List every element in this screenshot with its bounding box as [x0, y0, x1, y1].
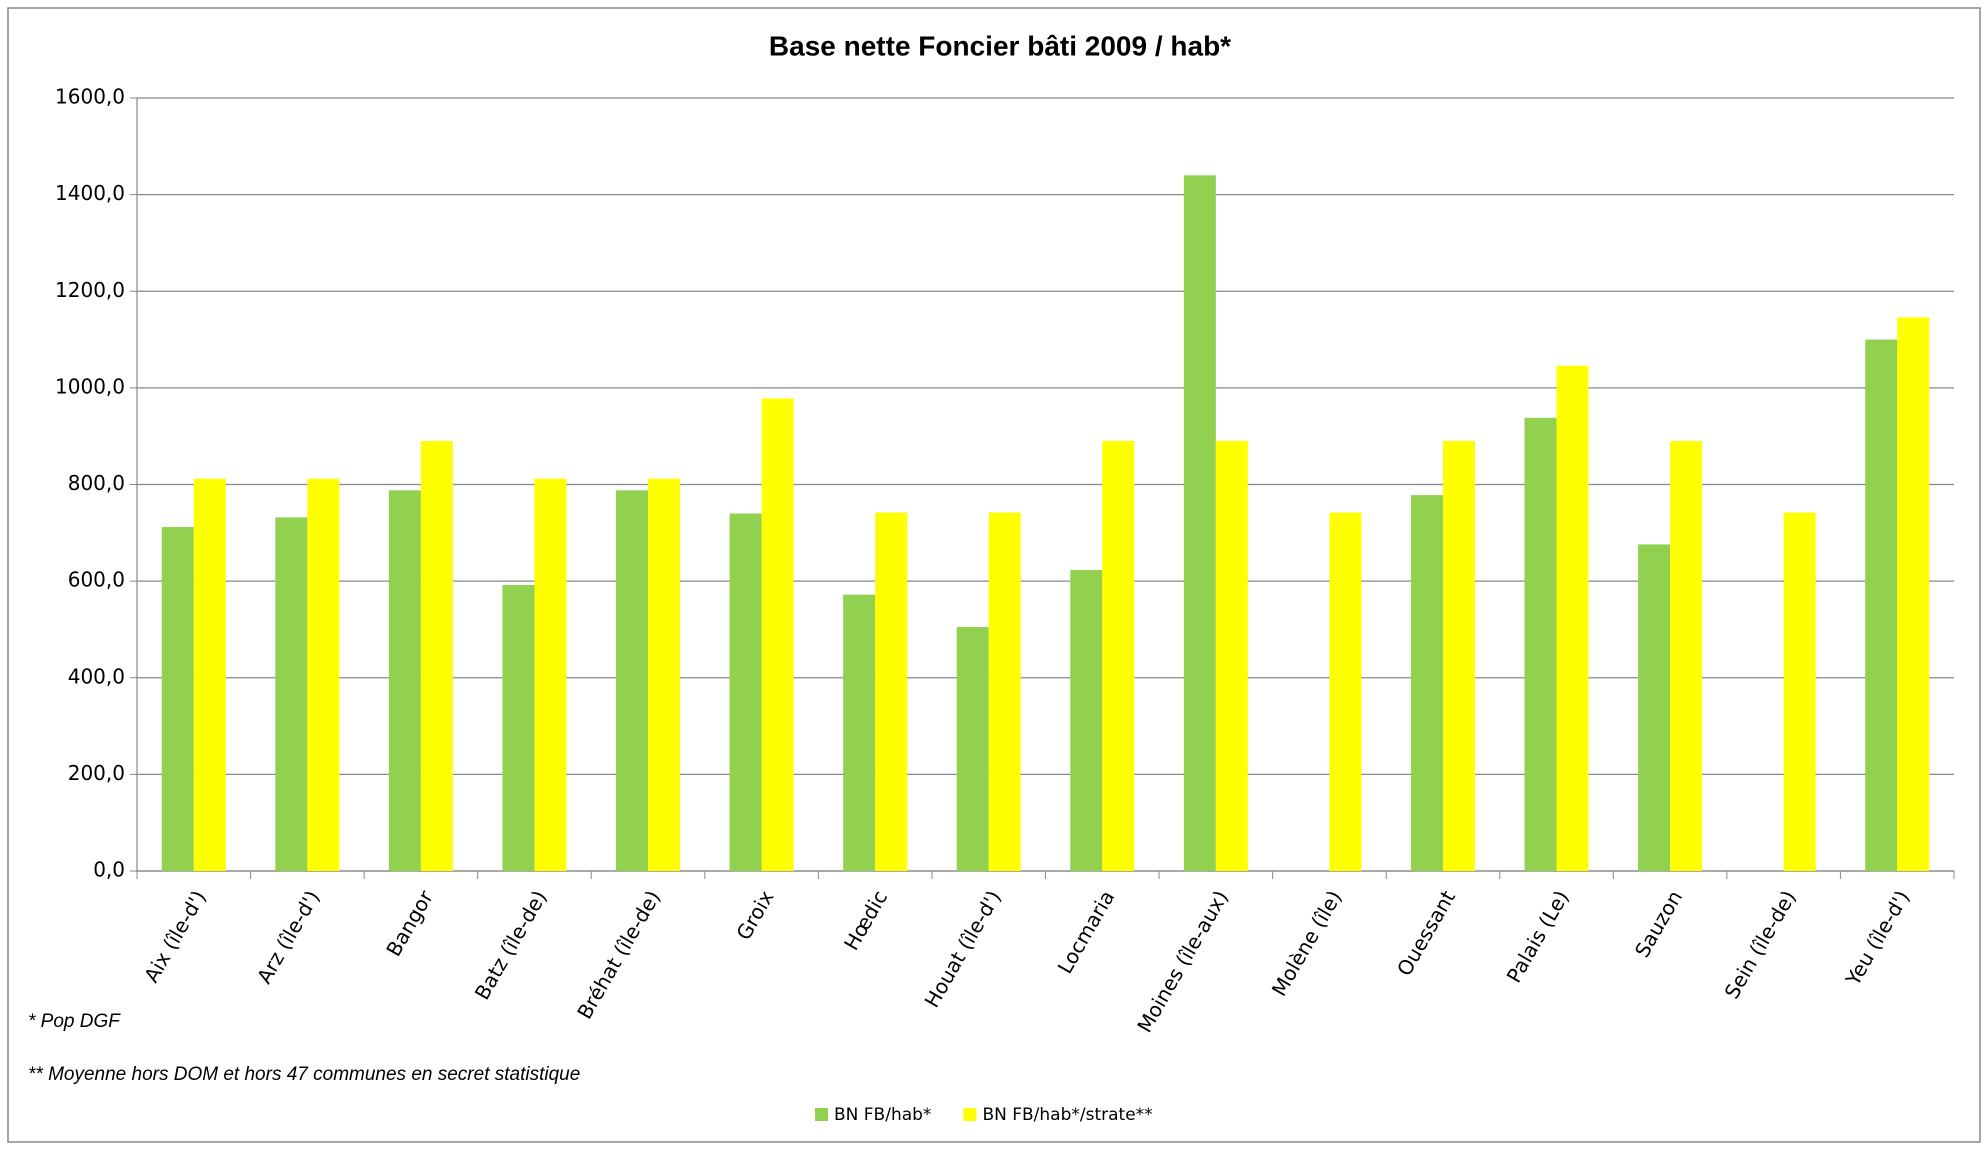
y-tick-label: 1000,0	[55, 374, 125, 398]
bar	[616, 490, 649, 871]
bar	[1183, 175, 1216, 872]
y-tick-label: 200,0	[68, 761, 125, 785]
bar	[1865, 339, 1898, 871]
bar	[1524, 417, 1557, 871]
bar	[1070, 570, 1103, 871]
bar	[761, 398, 794, 871]
bar	[875, 512, 908, 871]
annotation: * Pop DGF	[28, 1011, 121, 1032]
chart-title: Base nette Foncier bâti 2009 / hab*	[769, 30, 1231, 61]
bar	[843, 594, 876, 871]
bar	[1215, 441, 1248, 871]
bar	[1442, 441, 1475, 871]
bar	[534, 478, 567, 871]
bar	[388, 490, 421, 871]
bar	[420, 441, 453, 871]
bar	[648, 478, 681, 871]
bar	[1329, 512, 1362, 871]
legend-swatch	[815, 1108, 828, 1121]
y-tick-label: 1200,0	[55, 278, 125, 302]
bar	[1556, 365, 1589, 871]
y-tick-label: 0,0	[93, 858, 125, 882]
y-tick-label: 600,0	[68, 568, 125, 592]
bar	[729, 513, 762, 871]
bar	[502, 584, 535, 871]
bar	[956, 627, 989, 871]
bar	[307, 478, 340, 871]
legend-swatch	[963, 1108, 977, 1121]
bar	[988, 512, 1021, 871]
bar	[1638, 544, 1671, 871]
legend-label: BN FB/hab*	[834, 1105, 931, 1125]
bar	[1670, 441, 1703, 871]
y-tick-label: 1600,0	[55, 85, 125, 109]
bar	[193, 478, 226, 871]
y-tick-label: 400,0	[68, 664, 125, 688]
bar	[1897, 317, 1930, 871]
bar	[1410, 495, 1443, 871]
bar	[1102, 441, 1135, 871]
bar	[275, 517, 308, 871]
bar	[1783, 512, 1816, 871]
bar	[161, 527, 194, 871]
y-tick-label: 800,0	[68, 471, 125, 495]
legend-label: BN FB/hab*/strate**	[982, 1105, 1152, 1125]
annotation: ** Moyenne hors DOM et hors 47 communes …	[28, 1064, 580, 1085]
y-tick-label: 1400,0	[55, 181, 125, 205]
